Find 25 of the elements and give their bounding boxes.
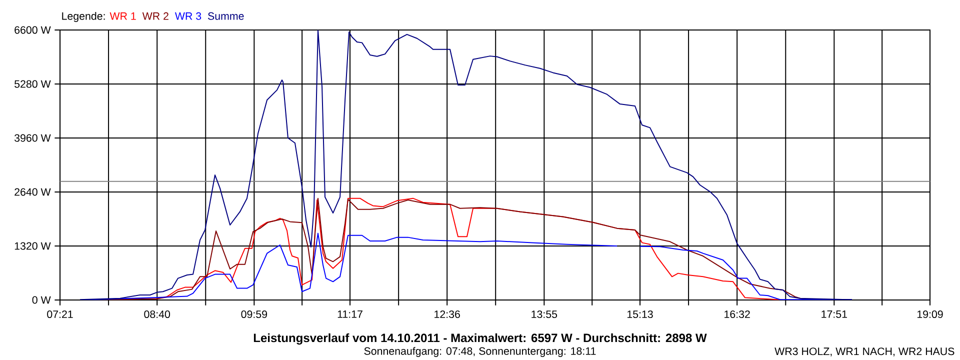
line-series [79, 30, 852, 300]
y-tick-label: 6600 W [14, 26, 51, 34]
x-tick-label: 09:59 [241, 310, 267, 318]
x-tick-label: 11:17 [338, 310, 362, 318]
x-tick-label: 13:55 [532, 310, 558, 318]
text: Leistungsverlauf vom 14.10.2011 - Maximalwert: 6597 W - Durchschnitt: 2898 W [254, 333, 707, 345]
y-tick-label: 2640 W [14, 188, 51, 196]
x-tick-label: 16:32 [724, 310, 750, 318]
y-tick-label: 0 W [32, 296, 51, 304]
y-tick-label: 1320 W [14, 242, 51, 250]
text: WR3 HOLZ, WR1 NACH, WR2 HAUS [774, 348, 954, 356]
legend-title: Legende: [62, 12, 105, 22]
x-tick-label: 17:51 [822, 310, 847, 318]
x-tick-label: 15:13 [627, 310, 653, 318]
x-tick-label: 19:09 [917, 310, 943, 318]
x-tick-label: 07:21 [47, 310, 73, 318]
y-tick-label: 5280 W [14, 80, 51, 88]
text: Summe [208, 12, 244, 20]
text: WR 2 [142, 12, 168, 20]
text: Sonnenaufgang: 07:48, Sonnenuntergang: 18:11 [364, 347, 596, 357]
x-tick-label: 12:36 [434, 310, 460, 318]
x-tick-label: 08:40 [144, 310, 170, 318]
text: WR 3 [174, 12, 202, 20]
y-tick-label: 3960 W [14, 134, 51, 142]
text: WR 1 [110, 12, 136, 20]
